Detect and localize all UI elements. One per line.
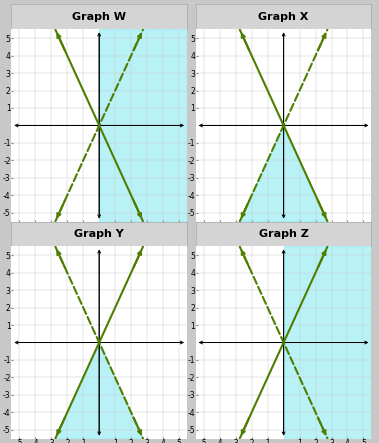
Polygon shape: [283, 246, 371, 439]
Polygon shape: [55, 342, 143, 439]
Polygon shape: [99, 29, 187, 222]
Text: Graph Y: Graph Y: [74, 229, 124, 239]
Text: Graph W: Graph W: [72, 12, 126, 22]
Text: Graph X: Graph X: [258, 12, 309, 22]
Polygon shape: [240, 125, 327, 222]
Text: Graph Z: Graph Z: [258, 229, 309, 239]
